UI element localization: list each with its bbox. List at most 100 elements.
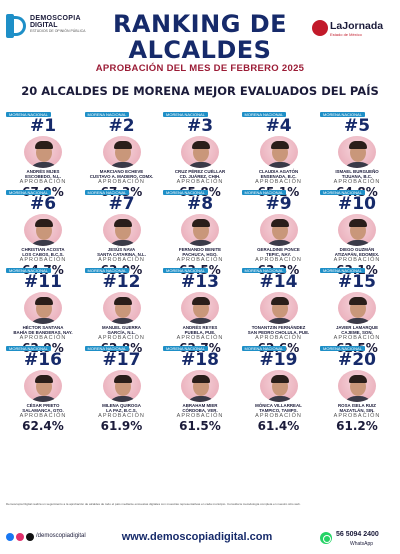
rank-number: #8: [186, 194, 214, 214]
mayor-card: MORENA NACIONAL #19 MÓNICA VILLARREAL TAMPI…: [241, 346, 316, 433]
brand-tagline: ESTUDIOS DE OPINIÓN PÚBLICA: [30, 29, 86, 33]
mayor-photo: [338, 214, 376, 246]
rank-number: #19: [259, 350, 298, 370]
party-tag: MORENA NACIONAL: [84, 112, 130, 117]
party-tag: MORENA NACIONAL: [84, 190, 130, 195]
mayor-photo: [102, 292, 141, 324]
approval-label: APROBACIÓN: [176, 179, 224, 185]
rank-number: #16: [24, 350, 62, 370]
mayor-card: MORENA NACIONAL #11 HÉCTOR SANTANA BAHÍA DE…: [6, 268, 80, 355]
approval-label: APROBACIÓN: [333, 257, 381, 263]
approval-label: APROBACIÓN: [98, 179, 145, 185]
mayor-name: ANDRÉS REYES PUEBLA, PUE.: [182, 325, 218, 335]
mayor-name: DIEGO GUZMÁN ATIZAPÁN, EDOMEX.: [334, 247, 380, 257]
rank-number: #11: [24, 272, 62, 292]
party-tag: MORENA NACIONAL: [6, 346, 51, 351]
page-title-line2: ALCALDES: [128, 36, 272, 64]
brand-name-line2: DIGITAL: [30, 22, 58, 29]
approval-label: APROBACIÓN: [255, 179, 302, 185]
mayor-photo: [338, 136, 376, 168]
footer: /demoscopiadigital www.demoscopiadigital…: [0, 526, 400, 554]
mayor-photo: [181, 292, 219, 324]
instagram-icon[interactable]: [16, 533, 24, 541]
approval-label: APROBACIÓN: [255, 335, 302, 341]
whatsapp-icon[interactable]: [320, 532, 332, 544]
methodology-footnote: Demoscopia Digital realiza un seguimient…: [6, 502, 301, 506]
mayor-name: CÉSAR PRIETO SALAMANCA, GTO.: [22, 403, 64, 413]
rank-number: #17: [102, 350, 141, 370]
mayor-card: MORENA NACIONAL #1 ANDRÉS MIJES ESCOBEDO, N…: [6, 112, 80, 199]
mayor-card: MORENA NACIONAL #10 DIEGO GUZMÁN ATIZAPÁN, …: [320, 190, 394, 277]
mayor-card: MORENA NACIONAL #5 ISMAEL BURGUEÑO TIJUANA,…: [320, 112, 394, 199]
demoscopia-logo[interactable]: DEMOSCOPIA DIGITAL ESTUDIOS DE OPINIÓN P…: [6, 14, 114, 38]
mayor-photo: [24, 292, 62, 324]
mayor-card: MORENA NACIONAL #6 CHRISTIAN ACOSTA LOS CAB…: [6, 190, 80, 277]
mayor-photo: [181, 370, 219, 402]
approval-label: APROBACIÓN: [176, 335, 224, 341]
approval-label: APROBACIÓN: [98, 413, 145, 419]
party-tag: MORENA NACIONAL: [6, 268, 51, 273]
page-title-line1: RANKING DE: [112, 10, 288, 38]
mayor-photo: [259, 370, 298, 402]
party-tag: MORENA NACIONAL: [163, 346, 208, 351]
party-tag: MORENA NACIONAL: [320, 190, 365, 195]
header: DEMOSCOPIA DIGITAL ESTUDIOS DE OPINIÓN P…: [0, 0, 400, 80]
party-tag: MORENA NACIONAL: [163, 268, 208, 273]
mayor-name: CRUZ PÉREZ CUÉLLAR CD. JUÁREZ, CHIH.: [174, 169, 226, 179]
mayor-name: MANUEL GUERRA GARCÍA, N.L.: [102, 325, 141, 335]
mayor-card: MORENA NACIONAL #16 CÉSAR PRIETO SALAMANCA,…: [6, 346, 80, 433]
approval-label: APROBACIÓN: [19, 257, 67, 263]
mayor-card: MORENA NACIONAL #20 ROSA ISELA RUIZ MAZATLÁ…: [320, 346, 394, 433]
rank-number: #4: [265, 116, 292, 136]
website-link[interactable]: www.demoscopiadigital.com: [121, 531, 273, 543]
mayor-card: MORENA NACIONAL #4 CLAUDIA AGATÓN ENSENADA,…: [241, 112, 316, 199]
mayor-name: CHRISTIAN ACOSTA LOS CABOS, B.C.S.: [21, 247, 65, 257]
mayor-photo: [102, 136, 141, 168]
approval-label: APROBACIÓN: [19, 179, 67, 185]
mayor-name: FERNANDO BENITE PACHUCA, HGO.: [178, 247, 222, 257]
mayor-name: MILENA QUIROGA LA PAZ, B.C.S.: [102, 403, 141, 413]
x-icon[interactable]: [26, 533, 34, 541]
mayor-card: MORENA NACIONAL #9 GERALDINE PONCE TEPIC, N…: [241, 190, 316, 277]
whatsapp-label: WhatsApp: [350, 541, 374, 547]
rank-number: #14: [259, 272, 298, 292]
party-tag: MORENA NACIONAL: [320, 346, 365, 351]
page-subtitle: APROBACIÓN DEL MES DE FEBRERO 2025: [95, 63, 305, 74]
mayor-card: MORENA NACIONAL #15 JAVIER LAMARQUE CAJEME,…: [320, 268, 394, 355]
phone-number[interactable]: 56 5094 2400: [336, 531, 379, 538]
mayor-photo: [338, 370, 376, 402]
party-tag: MORENA NACIONAL: [241, 346, 287, 351]
approval-label: APROBACIÓN: [255, 413, 302, 419]
mayor-photo: [259, 214, 298, 246]
approval-value: 62.4%: [22, 419, 64, 433]
approval-label: APROBACIÓN: [255, 257, 302, 263]
lajornada-logo[interactable]: LaJornada Estado de México: [312, 18, 392, 40]
rank-number: #6: [29, 194, 57, 214]
mayor-card: MORENA NACIONAL #18 ABRAHAM MIER CÓRDOBA, V…: [163, 346, 237, 433]
rank-number: #1: [29, 116, 57, 136]
mayor-name: ROSA ISELA RUIZ MAZATLÁN, SIN.: [338, 403, 376, 413]
mayor-card: MORENA NACIONAL #7 JESÚS NAVA SANTA CATARIN…: [84, 190, 159, 277]
approval-label: APROBACIÓN: [333, 179, 381, 185]
mayor-name: JAVIER LAMARQUE CAJEME, SON.: [335, 325, 379, 335]
facebook-icon[interactable]: [6, 533, 14, 541]
mayor-card: MORENA NACIONAL #3 CRUZ PÉREZ CUÉLLAR CD. J…: [163, 112, 237, 199]
mayor-name: ISMAEL BURGUEÑO TIJUANA, B.C.: [335, 169, 379, 179]
approval-label: APROBACIÓN: [333, 335, 381, 341]
mayor-photo: [24, 214, 62, 246]
mayor-card: MORENA NACIONAL #14 TONANTZIN FERNÁNDEZ SAN…: [241, 268, 316, 355]
party-tag: MORENA NACIONAL: [241, 112, 287, 117]
mayor-photo: [24, 136, 62, 168]
party-tag: MORENA NACIONAL: [241, 190, 287, 195]
mayor-name: ANDRÉS MIJES ESCOBEDO, N.L.: [25, 169, 61, 179]
party-tag: MORENA NACIONAL: [84, 346, 130, 351]
approval-value: 61.4%: [257, 419, 300, 433]
mayor-photo: [338, 292, 376, 324]
rank-number: #15: [338, 272, 376, 292]
mayor-name: CLAUDIA AGATÓN ENSENADA, B.C.: [258, 169, 299, 179]
rank-number: #13: [181, 272, 219, 292]
rank-number: #3: [186, 116, 214, 136]
party-tag: MORENA NACIONAL: [163, 190, 208, 195]
section-title: 20 ALCALDES DE MORENA MEJOR EVALUADOS DE…: [21, 84, 379, 98]
social-handle[interactable]: /demoscopiadigital: [36, 533, 86, 539]
